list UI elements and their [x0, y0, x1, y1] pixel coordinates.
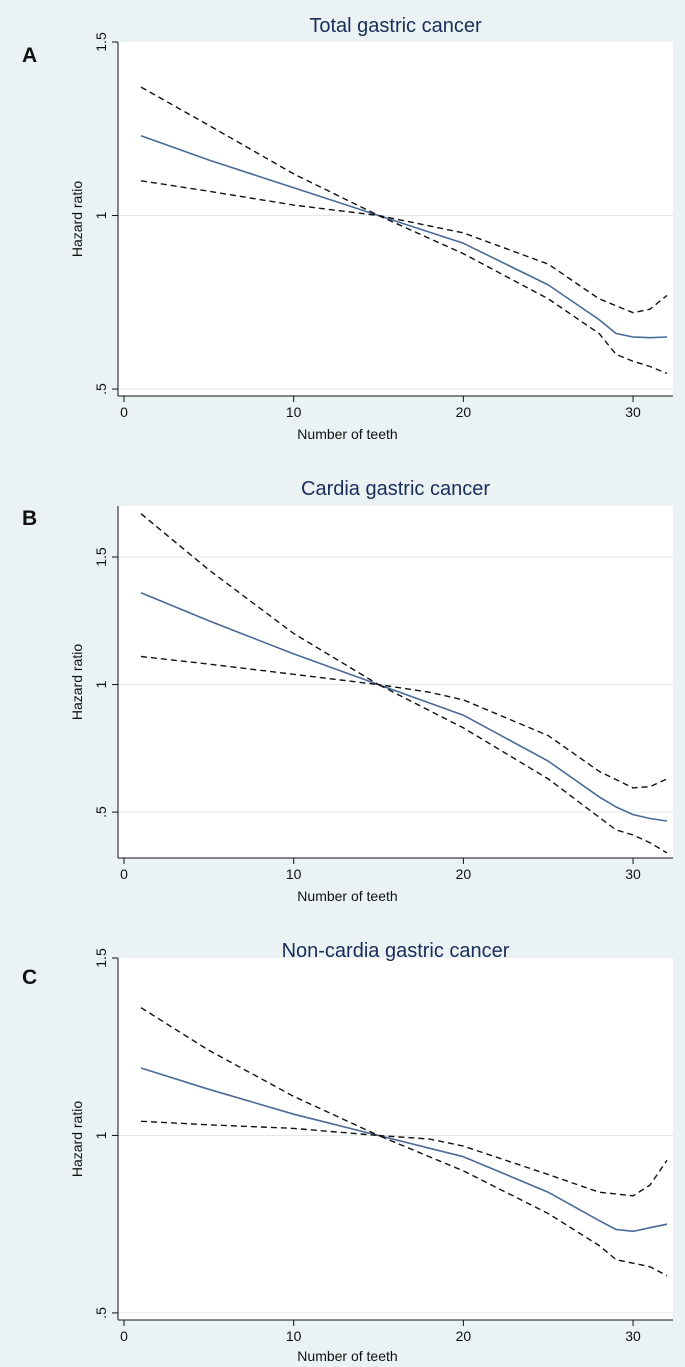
chart-title: Non-cardia gastric cancer [282, 940, 510, 962]
panel-letter: C [22, 966, 38, 989]
hazard-ratio-line [140, 134, 668, 339]
y-tick-label: 1 [93, 680, 109, 688]
plot-area [118, 42, 673, 396]
x-tick-label: 0 [120, 404, 128, 420]
chart-title: Cardia gastric cancer [301, 478, 490, 500]
y-tick-label: .5 [93, 1307, 109, 1319]
chart-title: Total gastric cancer [309, 15, 482, 37]
x-tick-label: 20 [456, 866, 472, 882]
panel-c: C 0 10 20 30 .5 1 1.5 Non-cardia gastric cancer… [0, 920, 685, 1367]
x-tick-label: 20 [456, 404, 472, 420]
panel-letter: A [22, 44, 38, 67]
x-tick-label: 30 [625, 866, 641, 882]
plot-area [118, 506, 673, 858]
hazard-ratio-line [140, 1067, 668, 1233]
x-axis-label: Number of teeth [297, 888, 397, 904]
x-tick-label: 0 [120, 866, 128, 882]
x-tick-label: 10 [286, 404, 302, 420]
y-tick-label: .5 [93, 383, 109, 395]
hazard-ratio-line [140, 591, 668, 822]
ci-line [140, 1120, 668, 1277]
x-tick-label: 30 [625, 1328, 641, 1344]
y-axis-label: Hazard ratio [69, 1101, 85, 1177]
y-tick-label: 1.5 [93, 948, 109, 968]
chart-total-gastric-cancer: 0 10 20 30 .5 1 1.5 Total gastric cancer Number … [69, 15, 673, 442]
ci-line [140, 1007, 668, 1197]
x-tick-label: 0 [120, 1328, 128, 1344]
ci-line [140, 180, 668, 375]
y-axis-label: Hazard ratio [69, 181, 85, 257]
y-tick-label: 1 [93, 211, 109, 219]
panel-a: A 0 10 20 30 .5 1 1.5 Total gastric cancer Numbe… [0, 0, 685, 455]
chart-cardia-gastric-cancer: 0 10 20 30 .5 1 1.5 Cardia gastric cancer Number… [69, 478, 673, 904]
y-tick-label: 1 [93, 1131, 109, 1139]
y-axis-label: Hazard ratio [69, 644, 85, 720]
chart-non-cardia-gastric-cancer: 0 10 20 30 .5 1 1.5 Non-cardia gastric cancer Nu… [69, 940, 673, 1364]
y-tick-label: 1.5 [93, 32, 109, 52]
panel-letter: B [22, 507, 38, 530]
x-axis-label: Number of teeth [297, 426, 397, 442]
y-tick-label: 1.5 [93, 547, 109, 567]
x-tick-label: 10 [286, 1328, 302, 1344]
x-tick-label: 10 [286, 866, 302, 882]
x-axis-label: Number of teeth [297, 1348, 397, 1364]
ci-line [140, 86, 668, 314]
ci-line [140, 655, 668, 854]
panel-b: B 0 10 20 30 .5 1 1.5 Cardia gastric cancer Numb… [0, 466, 685, 906]
x-tick-label: 20 [456, 1328, 472, 1344]
y-tick-label: .5 [93, 806, 109, 818]
x-tick-label: 30 [625, 404, 641, 420]
